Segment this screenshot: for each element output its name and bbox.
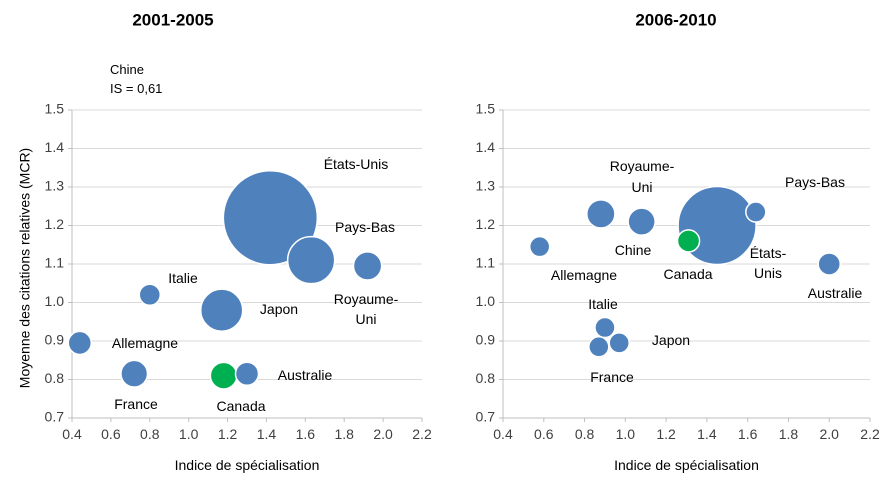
bubble-australie	[234, 361, 260, 386]
bubble-label-australie: Australie	[808, 285, 863, 301]
y-tick-label: 1.4	[45, 139, 65, 155]
bubble-canada	[209, 361, 238, 390]
bubble-france	[588, 336, 610, 358]
x-axis-label: Indice de spécialisation	[175, 457, 320, 473]
x-tick-label: 1.2	[656, 426, 676, 442]
y-tick-label: 0.7	[45, 409, 65, 425]
y-tick-label: 1.2	[476, 216, 496, 232]
x-tick-label: 1.2	[218, 426, 238, 442]
x-tick-label: 2.0	[819, 426, 839, 442]
bubble-canada	[676, 229, 701, 253]
bubble-label-pays-bas: Pays-Bas	[335, 219, 395, 235]
bubble-allemagne	[528, 235, 551, 258]
y-tick-label: 0.8	[476, 370, 496, 386]
bubble-label--tats-unis: États-	[750, 245, 787, 261]
bubble-pays-bas	[745, 201, 767, 223]
chart-title: 2001-2005	[132, 10, 213, 29]
x-tick-label: 0.4	[493, 426, 513, 442]
x-tick-label: 1.6	[738, 426, 758, 442]
bubble-label-france: France	[590, 369, 634, 385]
x-tick-label: 1.8	[779, 426, 799, 442]
x-tick-label: 1.6	[296, 426, 316, 442]
y-tick-label: 1.1	[476, 255, 496, 271]
chart-panel-1: 2001-2005 0.7 0.8 0.9 1.0 1.1 1.2 1.3 1.4 1.5 0.4 0…	[17, 10, 432, 473]
x-tick-label: 0.6	[534, 426, 554, 442]
bubble-label-australie: Australie	[278, 367, 333, 383]
bubble-label-canada: Canada	[663, 266, 712, 282]
bubble-pays-bas	[286, 235, 336, 285]
y-tick-label: 1.0	[476, 293, 496, 309]
bubble-australie	[817, 252, 842, 276]
bubble--tats-unis	[222, 170, 319, 266]
y-tick-label: 1.5	[476, 101, 496, 117]
note-line: Chine	[110, 62, 144, 77]
bubble-label--tats-unis: États-Unis	[324, 156, 389, 172]
x-tick-label: 1.0	[179, 426, 199, 442]
bubble-label-france: France	[114, 396, 158, 412]
y-tick-label: 1.0	[45, 293, 65, 309]
y-tick-label: 0.9	[45, 332, 65, 348]
bubble-chine	[627, 207, 656, 236]
chart-panel-2: 2006-2010 0.7 0.8 0.9 1.0 1.1 1.2 1.3 1.4 1.5 0.4 0…	[476, 10, 880, 473]
bubble-label-royaume-uni: Royaume-	[610, 158, 675, 174]
chart-title: 2006-2010	[635, 10, 716, 29]
x-tick-label: 1.0	[616, 426, 636, 442]
bubble-label-italie: Italie	[588, 296, 618, 312]
bubble-royaume-uni	[586, 199, 616, 229]
bubble-italie	[594, 316, 616, 339]
bubble-label-chine: Chine	[615, 242, 652, 258]
bubble--tats-unis	[677, 185, 757, 266]
x-tick-label: 0.6	[101, 426, 121, 442]
bubble-label-canada: Canada	[216, 398, 265, 414]
y-tick-label: 1.1	[45, 255, 65, 271]
bubble-label-pays-bas: Pays-Bas	[785, 174, 845, 190]
bubble-label-royaume-uni: Uni	[631, 179, 652, 195]
x-tick-label: 2.0	[373, 426, 393, 442]
x-tick-label: 1.4	[257, 426, 277, 442]
bubble-label-allemagne: Allemagne	[112, 335, 178, 351]
y-tick-label: 0.8	[45, 370, 65, 386]
x-axis-label: Indice de spécialisation	[614, 457, 759, 473]
note-line: IS = 0,61	[110, 81, 162, 96]
bubble-label--tats-unis: Unis	[754, 265, 782, 281]
x-tick-label: 2.2	[860, 426, 880, 442]
x-tick-label: 1.8	[334, 426, 354, 442]
bubble-italie	[138, 283, 162, 307]
x-tick-label: 0.8	[140, 426, 160, 442]
bubble-label-japon: Japon	[652, 332, 690, 348]
x-tick-label: 0.4	[62, 426, 82, 442]
bubble-japon	[608, 332, 630, 354]
bubble-royaume-uni	[352, 251, 383, 281]
x-tick-label: 2.2	[412, 426, 432, 442]
bubble-japon	[199, 288, 244, 332]
y-tick-label: 1.3	[476, 178, 496, 194]
bubble-label-royaume-uni: Uni	[355, 311, 376, 327]
y-tick-label: 0.7	[476, 409, 496, 425]
bubble-allemagne	[67, 330, 93, 356]
bubble-label-italie: Italie	[168, 270, 198, 286]
y-tick-label: 1.4	[476, 139, 496, 155]
bubble-label-allemagne: Allemagne	[551, 267, 617, 283]
y-axis-label: Moyenne des citations relatives (MCR)	[17, 148, 33, 388]
y-tick-label: 1.5	[45, 101, 65, 117]
x-tick-label: 0.8	[575, 426, 595, 442]
bubble-label-royaume-uni: Royaume-	[334, 291, 399, 307]
y-tick-label: 1.3	[45, 178, 65, 194]
bubble-france	[120, 359, 149, 388]
y-tick-label: 0.9	[476, 332, 496, 348]
x-tick-label: 1.4	[697, 426, 717, 442]
bubble-label-japon: Japon	[260, 301, 298, 317]
y-tick-label: 1.2	[45, 216, 65, 232]
